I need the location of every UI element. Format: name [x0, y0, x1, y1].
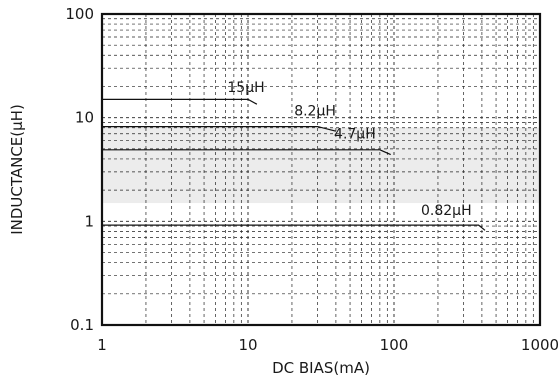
- shaded-band-layer: [102, 127, 540, 204]
- y-tick-label: 100: [65, 5, 94, 23]
- series-label: 0.82μH: [421, 203, 472, 219]
- series-label: 15μH: [227, 80, 264, 96]
- y-axis-title: INDUCTANCE(μH): [8, 104, 26, 235]
- x-tick-label: 100: [380, 336, 409, 354]
- grid-layer: [102, 14, 540, 325]
- series-line: [102, 149, 391, 156]
- y-tick-label: 10: [75, 109, 94, 127]
- series-label: 4.7μH: [334, 127, 376, 143]
- x-tick-label: 10: [238, 336, 257, 354]
- series-line: [102, 125, 337, 132]
- series-label: 8.2μH: [294, 104, 336, 120]
- series-line: [102, 224, 486, 231]
- series-layer: 15μH 8.2μH 4.7μH 0.82μH: [102, 80, 486, 231]
- x-tick-label: 1: [97, 336, 107, 354]
- shaded-band: [102, 127, 540, 204]
- x-tick-label: 1000: [521, 336, 558, 354]
- plot-frame: [100, 12, 542, 327]
- series-line: [102, 98, 258, 105]
- y-tick-label: 0.1: [70, 316, 94, 334]
- y-tick-label: 1: [84, 212, 94, 230]
- x-axis-title: DC BIAS(mA): [272, 359, 370, 377]
